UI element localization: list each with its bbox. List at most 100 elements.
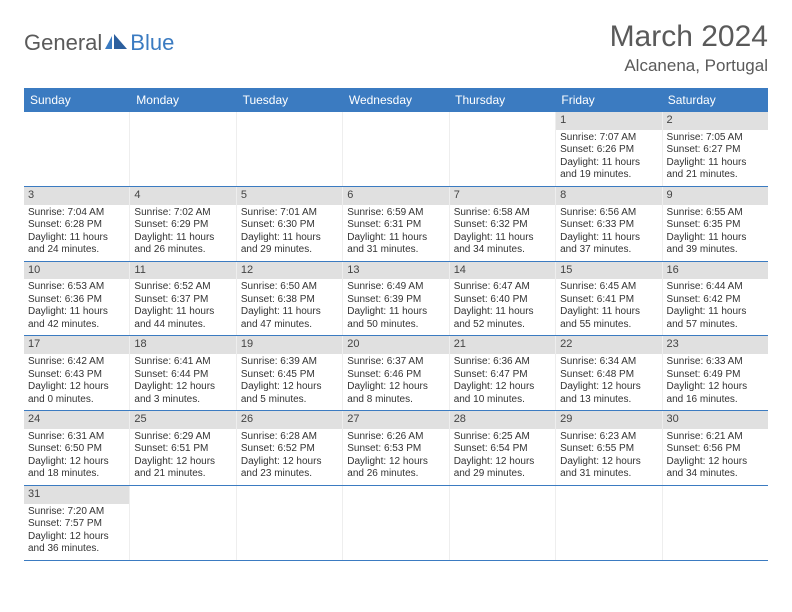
daylight-text-2: and 29 minutes. [241,244,338,257]
daylight-text-1: Daylight: 11 hours [134,306,231,319]
daylight-text-2: and 31 minutes. [347,244,444,257]
sunset-text: Sunset: 6:50 PM [28,443,125,456]
day-number [450,112,555,116]
day-cell: 28Sunrise: 6:25 AMSunset: 6:54 PMDayligh… [450,411,556,485]
daylight-text-1: Daylight: 11 hours [560,232,657,245]
day-cell: 29Sunrise: 6:23 AMSunset: 6:55 PMDayligh… [556,411,662,485]
day-number [130,112,235,116]
day-number: 25 [130,411,235,429]
day-number: 26 [237,411,342,429]
day-cell: 3Sunrise: 7:04 AMSunset: 6:28 PMDaylight… [24,187,130,261]
sunrise-text: Sunrise: 6:25 AM [454,431,551,444]
week-row: 10Sunrise: 6:53 AMSunset: 6:36 PMDayligh… [24,262,768,337]
daylight-text-2: and 8 minutes. [347,394,444,407]
day-number: 15 [556,262,661,280]
sunrise-text: Sunrise: 6:41 AM [134,356,231,369]
week-row: 31Sunrise: 7:20 AMSunset: 7:57 PMDayligh… [24,486,768,561]
daylight-text-2: and 47 minutes. [241,319,338,332]
sunrise-text: Sunrise: 7:02 AM [134,207,231,220]
day-number: 7 [450,187,555,205]
daylight-text-2: and 29 minutes. [454,468,551,481]
sunrise-text: Sunrise: 6:56 AM [560,207,657,220]
sunset-text: Sunset: 6:46 PM [347,369,444,382]
sunrise-text: Sunrise: 6:33 AM [667,356,764,369]
daylight-text-1: Daylight: 12 hours [454,381,551,394]
sunrise-text: Sunrise: 6:28 AM [241,431,338,444]
day-cell: 2Sunrise: 7:05 AMSunset: 6:27 PMDaylight… [663,112,768,186]
weekday-header: Saturday [662,88,768,112]
sunset-text: Sunset: 6:47 PM [454,369,551,382]
sunrise-text: Sunrise: 6:55 AM [667,207,764,220]
sunset-text: Sunset: 6:31 PM [347,219,444,232]
day-cell: 25Sunrise: 6:29 AMSunset: 6:51 PMDayligh… [130,411,236,485]
sunrise-text: Sunrise: 6:47 AM [454,281,551,294]
logo: General Blue [24,30,174,56]
day-number: 1 [556,112,661,130]
day-cell: 17Sunrise: 6:42 AMSunset: 6:43 PMDayligh… [24,336,130,410]
weekday-header-row: Sunday Monday Tuesday Wednesday Thursday… [24,88,768,112]
daylight-text-2: and 3 minutes. [134,394,231,407]
daylight-text-2: and 37 minutes. [560,244,657,257]
sunrise-text: Sunrise: 6:39 AM [241,356,338,369]
day-number: 4 [130,187,235,205]
day-number [343,486,448,490]
weekday-header: Friday [555,88,661,112]
daylight-text-2: and 36 minutes. [28,543,125,556]
sunset-text: Sunset: 6:38 PM [241,294,338,307]
day-cell: 5Sunrise: 7:01 AMSunset: 6:30 PMDaylight… [237,187,343,261]
day-cell: 6Sunrise: 6:59 AMSunset: 6:31 PMDaylight… [343,187,449,261]
daylight-text-1: Daylight: 11 hours [28,232,125,245]
week-row: 24Sunrise: 6:31 AMSunset: 6:50 PMDayligh… [24,411,768,486]
sunrise-text: Sunrise: 6:42 AM [28,356,125,369]
sunset-text: Sunset: 6:30 PM [241,219,338,232]
daylight-text-2: and 23 minutes. [241,468,338,481]
daylight-text-2: and 16 minutes. [667,394,764,407]
weekday-header: Sunday [24,88,130,112]
day-cell: 16Sunrise: 6:44 AMSunset: 6:42 PMDayligh… [663,262,768,336]
sunrise-text: Sunrise: 6:49 AM [347,281,444,294]
day-number: 18 [130,336,235,354]
daylight-text-1: Daylight: 12 hours [667,381,764,394]
daylight-text-1: Daylight: 11 hours [560,306,657,319]
logo-text-blue: Blue [130,30,174,56]
sunrise-text: Sunrise: 6:26 AM [347,431,444,444]
day-number: 13 [343,262,448,280]
sunrise-text: Sunrise: 7:20 AM [28,506,125,519]
sunrise-text: Sunrise: 6:44 AM [667,281,764,294]
day-cell [450,112,556,186]
sunset-text: Sunset: 6:35 PM [667,219,764,232]
day-cell: 4Sunrise: 7:02 AMSunset: 6:29 PMDaylight… [130,187,236,261]
sunset-text: Sunset: 6:27 PM [667,144,764,157]
daylight-text-1: Daylight: 11 hours [347,232,444,245]
sunrise-text: Sunrise: 6:59 AM [347,207,444,220]
day-number: 20 [343,336,448,354]
daylight-text-1: Daylight: 12 hours [134,456,231,469]
sunrise-text: Sunrise: 6:36 AM [454,356,551,369]
day-cell: 20Sunrise: 6:37 AMSunset: 6:46 PMDayligh… [343,336,449,410]
daylight-text-1: Daylight: 11 hours [560,157,657,170]
day-cell: 18Sunrise: 6:41 AMSunset: 6:44 PMDayligh… [130,336,236,410]
daylight-text-1: Daylight: 12 hours [28,456,125,469]
logo-text-general: General [24,30,102,56]
sunrise-text: Sunrise: 6:37 AM [347,356,444,369]
sunrise-text: Sunrise: 6:53 AM [28,281,125,294]
day-cell: 24Sunrise: 6:31 AMSunset: 6:50 PMDayligh… [24,411,130,485]
day-cell: 19Sunrise: 6:39 AMSunset: 6:45 PMDayligh… [237,336,343,410]
sunrise-text: Sunrise: 6:52 AM [134,281,231,294]
sunset-text: Sunset: 6:51 PM [134,443,231,456]
sunrise-text: Sunrise: 6:50 AM [241,281,338,294]
sunrise-text: Sunrise: 6:34 AM [560,356,657,369]
daylight-text-2: and 34 minutes. [454,244,551,257]
day-cell [556,486,662,560]
weekday-header: Thursday [449,88,555,112]
daylight-text-2: and 31 minutes. [560,468,657,481]
day-number: 3 [24,187,129,205]
daylight-text-1: Daylight: 12 hours [347,456,444,469]
day-number [343,112,448,116]
day-number: 8 [556,187,661,205]
daylight-text-2: and 26 minutes. [347,468,444,481]
sunset-text: Sunset: 6:53 PM [347,443,444,456]
day-cell: 12Sunrise: 6:50 AMSunset: 6:38 PMDayligh… [237,262,343,336]
day-number [237,486,342,490]
week-row: 3Sunrise: 7:04 AMSunset: 6:28 PMDaylight… [24,187,768,262]
